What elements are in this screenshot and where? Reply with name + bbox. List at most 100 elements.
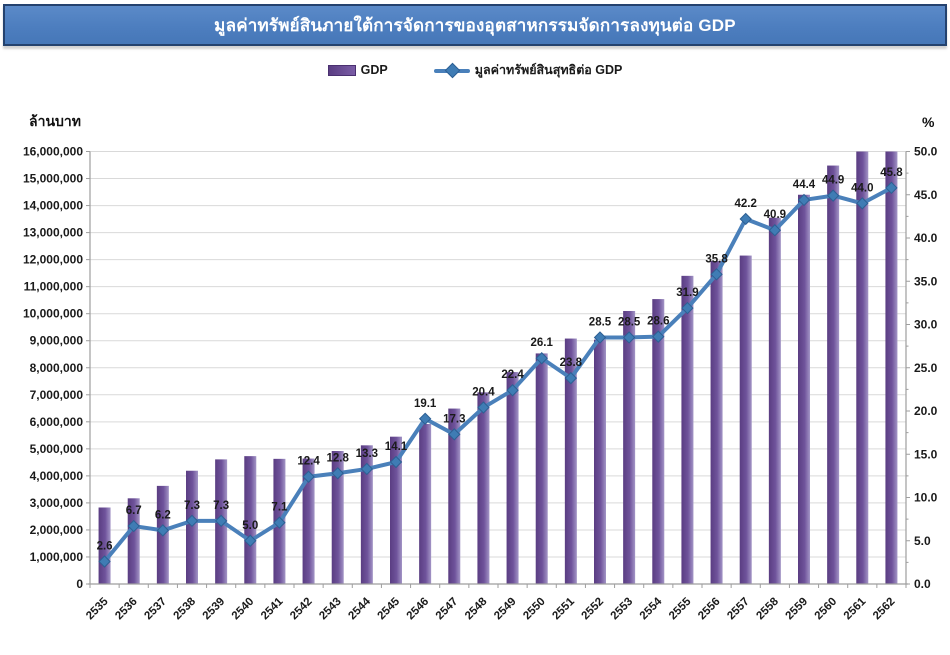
ratio-point-2558 <box>768 224 782 237</box>
legend: GDP มูลค่าทรัพย์สินสุทธิต่อ GDP <box>0 60 950 80</box>
x-axis-label-2542: 2542 <box>288 596 315 623</box>
left-axis-tick-label: 9,000,000 <box>30 334 84 348</box>
left-axis-tick-label: 16,000,000 <box>23 145 83 159</box>
gdp-bar-2556 <box>710 260 723 584</box>
gdp-bar-2548 <box>477 392 490 584</box>
right-axis-tick-label: 40.0 <box>914 231 938 245</box>
ratio-data-label-2545: 14.1 <box>385 441 408 453</box>
ratio-data-label-2538: 7.3 <box>184 500 200 512</box>
ratio-data-label-2561: 44.0 <box>851 182 873 194</box>
ratio-data-label-2535: 2.6 <box>97 541 113 553</box>
ratio-point-2553 <box>622 331 636 344</box>
gdp-bar-2560 <box>827 165 840 584</box>
ratio-data-label-2544: 13.3 <box>356 448 378 460</box>
x-axis-label-2556: 2556 <box>696 596 723 623</box>
right-axis-tick-label: 10.0 <box>914 491 938 505</box>
ratio-line <box>102 185 894 564</box>
ratio-point-2542 <box>302 470 315 483</box>
right-axis-tick-label: 45.0 <box>914 188 938 202</box>
ratio-point-2555 <box>681 301 694 315</box>
gdp-bar-2554 <box>652 299 665 584</box>
gdp-bar-2543 <box>331 451 344 584</box>
left-axis-tick-label: 13,000,000 <box>23 226 83 240</box>
legend-item-nav-ratio: มูลค่าทรัพย์สินสุทธิต่อ GDP <box>433 60 623 80</box>
gdp-bar-2561 <box>856 151 869 584</box>
right-axis-tick-label: 20.0 <box>914 404 938 418</box>
x-axis-label-2555: 2555 <box>667 595 694 622</box>
ratio-data-label-2557: 42.2 <box>735 198 757 210</box>
x-axis-label-2547: 2547 <box>434 596 461 623</box>
ratio-data-label-2542: 12.4 <box>297 456 320 468</box>
right-axis-tick-label: 0.0 <box>914 577 931 591</box>
gdp-bar-2535 <box>98 507 111 584</box>
x-axis-label-2537: 2537 <box>142 596 169 623</box>
x-axis-label-2543: 2543 <box>317 596 344 623</box>
x-axis-label-2557: 2557 <box>725 596 752 623</box>
ratio-data-label-2560: 44.9 <box>822 175 844 187</box>
left-axis-tick-label: 15,000,000 <box>23 172 83 186</box>
gdp-bar-2538 <box>186 470 198 584</box>
left-axis-tick-label: 6,000,000 <box>30 415 84 429</box>
gdp-bar-2551 <box>564 338 577 584</box>
right-axis-unit-label: % <box>922 114 935 130</box>
x-axis-label-2548: 2548 <box>463 595 490 622</box>
x-axis-label-2562: 2562 <box>871 596 898 623</box>
x-axis-label-2559: 2559 <box>784 596 811 623</box>
gdp-bar-2559 <box>798 194 810 584</box>
x-axis-label-2549: 2549 <box>492 596 519 623</box>
left-axis-tick-label: 3,000,000 <box>30 496 84 510</box>
right-axis-tick-label: 5.0 <box>914 534 931 548</box>
left-axis-tick-label: 7,000,000 <box>30 388 84 402</box>
ratio-data-label-2549: 22.4 <box>501 369 524 381</box>
right-axis-tick-label: 25.0 <box>914 361 938 375</box>
gdp-bar-2544 <box>360 445 373 584</box>
left-axis-tick-label: 1,000,000 <box>30 550 84 564</box>
ratio-data-label-2562: 45.8 <box>880 167 903 179</box>
ratio-point-2548 <box>477 401 490 414</box>
ratio-point-2556 <box>710 268 723 281</box>
x-axis-label-2536: 2536 <box>113 596 140 623</box>
left-axis-tick-label: 4,000,000 <box>30 469 84 483</box>
ratio-data-label-2543: 12.8 <box>327 452 350 464</box>
ratio-data-label-2553: 28.5 <box>618 316 641 328</box>
gdp-bar-2547 <box>448 408 461 584</box>
x-axis-label-2554: 2554 <box>638 595 665 622</box>
x-axis-label-2560: 2560 <box>813 596 840 623</box>
x-axis-label-2540: 2540 <box>230 596 257 623</box>
left-axis-tick-label: 8,000,000 <box>30 361 84 375</box>
x-axis-label-2538: 2538 <box>172 595 199 622</box>
ratio-point-2551 <box>564 371 578 385</box>
ratio-data-label-2554: 28.6 <box>647 316 669 328</box>
ratio-point-2560 <box>826 189 840 202</box>
gdp-bar-2558 <box>768 217 781 584</box>
gdp-bar-2545 <box>390 436 402 584</box>
ratio-point-2549 <box>506 384 519 397</box>
ratio-point-2538 <box>185 514 199 528</box>
legend-ratio-label: มูลค่าทรัพย์สินสุทธิต่อ GDP <box>474 63 623 77</box>
ratio-point-2550 <box>535 352 548 365</box>
gdp-bar-2546 <box>419 423 432 584</box>
line-marker-swatch-icon <box>433 62 470 79</box>
left-axis-unit-label: ล้านบาท <box>29 113 81 129</box>
ratio-data-label-2550: 26.1 <box>531 337 554 349</box>
ratio-data-label-2546: 19.1 <box>414 398 437 410</box>
ratio-point-2537 <box>156 524 170 537</box>
legend-item-gdp: GDP <box>327 63 388 77</box>
right-axis-tick-label: 30.0 <box>914 318 938 332</box>
right-axis-tick-label: 35.0 <box>914 274 938 288</box>
gdp-bar-2557 <box>739 255 752 584</box>
gdp-bar-2562 <box>885 151 898 584</box>
left-axis-tick-label: 12,000,000 <box>23 253 83 267</box>
left-axis-tick-label: 14,000,000 <box>23 199 83 213</box>
x-axis-label-2541: 2541 <box>259 595 286 622</box>
ratio-data-label-2556: 35.8 <box>705 253 728 265</box>
x-axis-label-2552: 2552 <box>580 596 607 623</box>
ratio-data-label-2536: 6.7 <box>126 505 142 517</box>
ratio-data-label-2551: 23.8 <box>560 357 583 369</box>
ratio-point-2562 <box>885 181 898 195</box>
ratio-point-2545 <box>389 455 403 469</box>
ratio-point-2552 <box>593 331 607 344</box>
left-axis-tick-label: 5,000,000 <box>30 442 84 456</box>
gdp-bar-swatch-icon <box>327 64 356 76</box>
